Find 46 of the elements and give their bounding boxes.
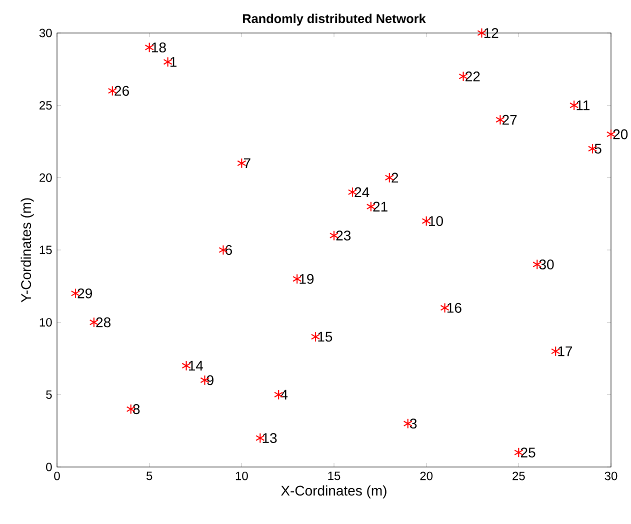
annotation: 25	[520, 448, 536, 458]
annotation: 17	[558, 346, 572, 356]
annotation: 19	[300, 274, 314, 284]
x-tick-label: 15	[328, 472, 340, 480]
x-tick-label: 0	[54, 472, 60, 480]
chart-title: Randomly distributed Network	[243, 14, 426, 26]
annotation: 7	[244, 158, 250, 168]
annotation: 23	[336, 230, 351, 240]
x-tick-label: 25	[512, 472, 525, 480]
annotation: 15	[318, 332, 332, 342]
x-tick-label: 10	[236, 472, 248, 480]
annotation: 3	[410, 418, 417, 429]
x-tick-label: 30	[604, 472, 618, 480]
annotation: 29	[78, 288, 92, 298]
annotation: 2	[392, 172, 398, 183]
y-tick-label: 30	[39, 28, 52, 38]
annotation: 21	[373, 202, 388, 212]
x-tick-label: 5	[146, 472, 152, 480]
annotation: 5	[594, 144, 602, 154]
x-tick-label: 20	[420, 472, 433, 480]
annotation: 18	[152, 42, 166, 52]
annotation: 22	[466, 72, 480, 82]
annotation: 14	[188, 360, 204, 371]
annotation: 20	[613, 129, 628, 140]
x-axis-title: X-Cordinates (m)	[281, 485, 386, 498]
annotation: 30	[539, 260, 554, 270]
annotation: 4	[280, 390, 288, 400]
y-tick-label: 20	[40, 173, 52, 182]
annotation: 16	[447, 302, 462, 313]
annotation: 13	[262, 433, 277, 444]
y-axis-title: Y-Cordinates (m)	[20, 198, 34, 302]
y-tick-label: 5	[46, 390, 52, 399]
annotation: 27	[502, 114, 517, 125]
y-tick-label: 0	[46, 462, 52, 472]
annotation: 11	[576, 100, 590, 110]
annotation: 24	[354, 187, 370, 198]
y-tick-label: 10	[40, 318, 52, 327]
annotation: 26	[114, 86, 129, 96]
annotation: 12	[484, 28, 498, 38]
annotation: 8	[133, 404, 140, 414]
annotation: 9	[206, 375, 214, 386]
y-tick-label: 25	[40, 101, 52, 110]
y-tick-label: 15	[40, 246, 52, 254]
annotation: 10	[429, 216, 443, 226]
annotation: 28	[96, 317, 110, 328]
annotation: 1	[170, 57, 176, 67]
